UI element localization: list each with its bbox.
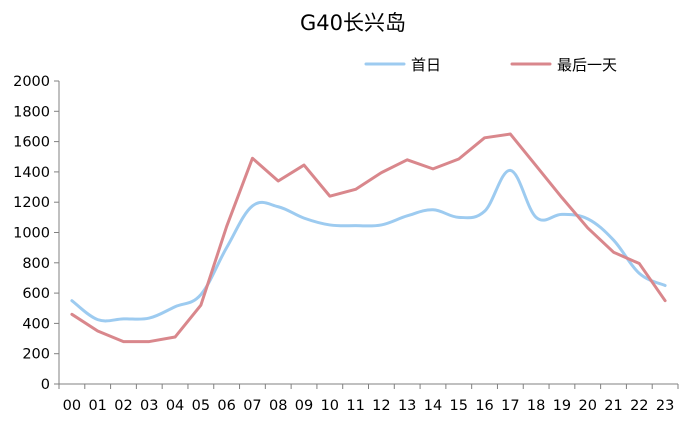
y-axis: 0 200 400 600 800 1000 1200 1400 1600 1800 2000 <box>13 74 60 393</box>
y-tick-label: 1600 <box>13 135 50 151</box>
x-tick-label: 21 <box>604 398 622 414</box>
x-tick-label: 02 <box>114 398 132 414</box>
x-tick-label: 00 <box>63 398 81 414</box>
x-tick-label: 07 <box>243 398 261 414</box>
chart-title: G40长兴岛 <box>300 11 406 35</box>
x-tick-label: 16 <box>475 398 493 414</box>
series-line-0 <box>70 168 667 323</box>
x-tick-label: 15 <box>450 398 468 414</box>
x-tick-label: 08 <box>269 398 287 414</box>
x-tick-label: 22 <box>630 398 648 414</box>
y-tick-label: 200 <box>22 347 50 363</box>
x-tick-label: 05 <box>192 398 210 414</box>
x-tick-label: 06 <box>217 398 235 414</box>
x-tick-label: 03 <box>140 398 158 414</box>
y-tick-label: 2000 <box>13 74 50 90</box>
series-group <box>70 132 667 344</box>
x-tick-label: 14 <box>424 398 442 414</box>
x-tick-label: 19 <box>553 398 571 414</box>
x-tick-label: 01 <box>88 398 106 414</box>
x-tick-label: 12 <box>372 398 390 414</box>
y-tick-label: 1800 <box>13 104 50 120</box>
x-tick-label: 11 <box>346 398 364 414</box>
x-tick-label: 17 <box>501 398 519 414</box>
y-tick-label: 400 <box>22 316 50 332</box>
x-tick-label: 23 <box>656 398 674 414</box>
x-axis: 00 01 02 03 04 05 06 07 08 09 10 11 12 13 14 15 16 17 18 19… <box>58 383 679 414</box>
x-tick-label: 10 <box>321 398 339 414</box>
x-tick-label: 09 <box>295 398 313 414</box>
legend-label-1: 最后一天 <box>557 56 617 74</box>
legend: 首日 最后一天 <box>364 56 617 74</box>
y-tick-label: 1200 <box>13 195 50 211</box>
x-tick-label: 04 <box>166 398 184 414</box>
y-tick-label: 1400 <box>13 165 50 181</box>
y-tick-label: 0 <box>41 377 50 393</box>
x-tick-label: 18 <box>527 398 545 414</box>
y-tick-label: 600 <box>22 286 50 302</box>
legend-label-0: 首日 <box>411 56 441 74</box>
y-tick-label: 1000 <box>13 226 50 242</box>
y-tick-label: 800 <box>22 256 50 272</box>
series-line-1 <box>70 132 667 344</box>
x-tick-label: 13 <box>398 398 416 414</box>
x-tick-label: 20 <box>579 398 597 414</box>
